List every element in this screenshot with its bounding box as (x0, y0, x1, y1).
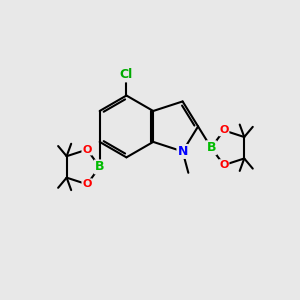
Text: Cl: Cl (120, 68, 133, 81)
Text: B: B (95, 160, 104, 173)
Text: O: O (82, 179, 92, 189)
Text: O: O (219, 125, 229, 135)
Text: B: B (206, 141, 216, 154)
Text: O: O (219, 160, 229, 170)
Text: N: N (177, 145, 188, 158)
Text: O: O (82, 145, 92, 154)
